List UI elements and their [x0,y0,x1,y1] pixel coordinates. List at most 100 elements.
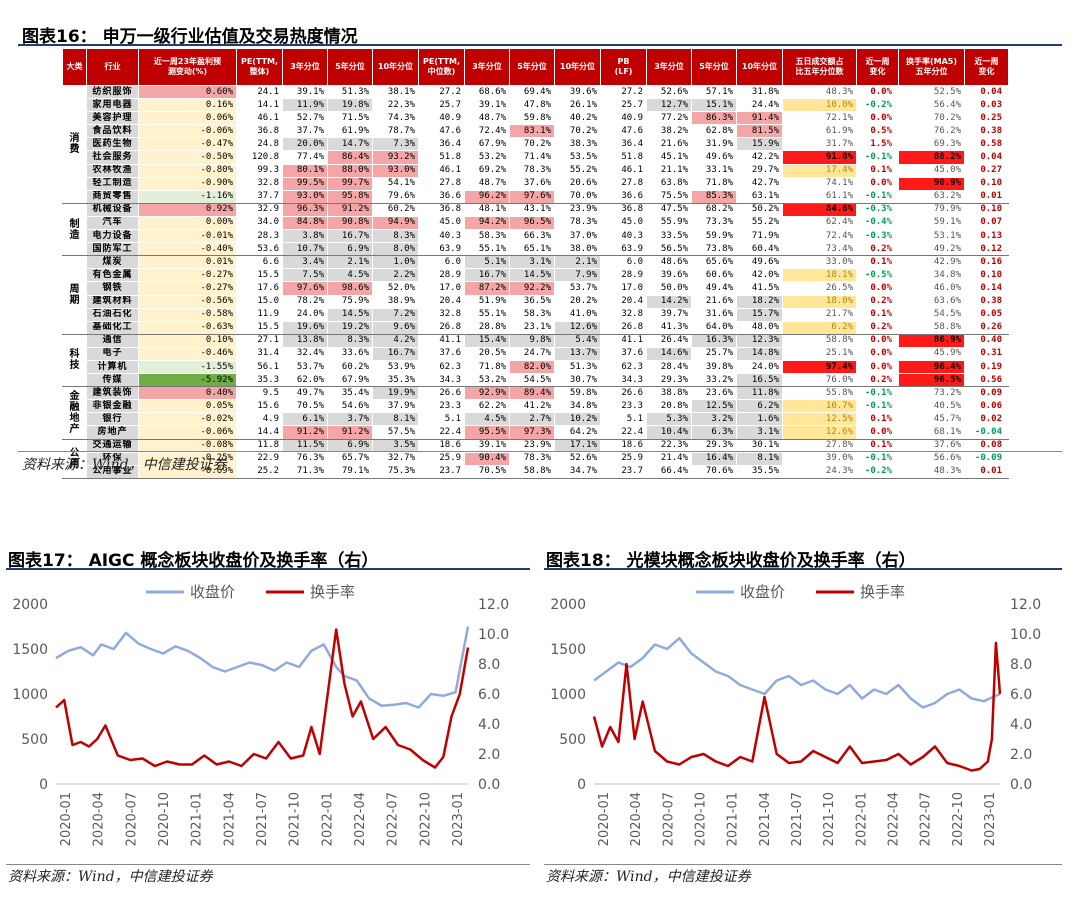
x-tick-label: 2021-01 [726,792,741,846]
value-cell: 37.6 [418,346,465,361]
value-cell: 23.7 [418,464,465,479]
percentile-cell: 60.6% [691,268,737,283]
percentile-cell: 19.8% [327,98,373,113]
value-cell: 26.8 [600,320,647,335]
header-cell: PE(TTM, 整体) [236,48,283,86]
percentile-cell: 81.5% [736,124,783,139]
turnover-rate-cell: 69.3% [898,137,965,152]
industry-cell: 建筑装饰 [86,386,139,401]
x-tick-label: 2020-10 [694,792,709,846]
table-row: 石油石化 -0.58% 11.9 24.0% 14.5% 7.2% 32.8 55.1% 58.… [63,307,1009,322]
percentile-cell: 2.7% [509,412,555,427]
x-tick-label: 2020-04 [92,792,107,846]
fig18-source: 资料来源：Wind，中信建投证券 [546,869,751,885]
turnover-share-cell: 17.4% [782,163,857,178]
value-cell: 62.3 [600,359,647,375]
header-cell: 五日成交额占 比五年分位数 [782,48,857,86]
turnover-rate-cell: 86.9% [898,333,965,348]
percentile-cell: 62.2% [464,399,510,414]
percentile-cell: 4.5% [464,412,510,427]
percentile-cell: 11.9% [282,98,328,113]
header-cell: 近一周23年盈利预 测变动(%) [138,48,237,86]
table-row: 电力设备 -0.01% 28.3 3.8% 16.7% 8.3% 40.3 58.3% 66.3… [63,229,1009,244]
value-cell: 25.2 [236,464,283,479]
percentile-cell: 47.8% [509,98,555,113]
percentile-cell: 41.5% [736,281,783,296]
weekly-change-cell: 0.1% [856,412,899,427]
percentile-cell: 52.6% [646,84,692,100]
percentile-cell: 51.9% [464,294,510,309]
percentile-cell: 75.5% [646,189,692,204]
percentile-cell: 34.8% [554,399,601,414]
percentile-cell: 7.9% [554,268,601,283]
turnover-share-cell: 33.0% [782,255,857,270]
percentile-cell: 68.6% [464,84,510,100]
percentile-cell: 70.5% [464,464,510,479]
percentile-cell: 41.2% [509,399,555,414]
forecast-change-cell: -0.47% [138,137,237,152]
value-cell: 17.0 [418,281,465,296]
forecast-change-cell: -0.46% [138,346,237,361]
category-cell: 金融 地产 [62,386,87,440]
weekly-change-cell: 0.01 [964,464,1009,479]
turnover-rate-cell: 59.1% [898,215,965,231]
percentile-cell: 74.3% [372,111,419,126]
percentile-cell: 56.5% [646,242,692,257]
industry-cell: 银行 [86,412,139,427]
value-cell: 36.6 [600,189,647,204]
weekly-change-cell: 0.10 [964,202,1009,217]
turnover-share-cell: 18.1% [782,268,857,283]
table-row: 基础化工 -0.63% 15.5 19.6% 19.2% 9.6% 26.8 28.8% 23.… [63,320,1009,335]
weekly-change-cell: 0.31 [964,346,1009,361]
percentile-cell: 14.7% [327,137,373,152]
forecast-change-cell: -0.63% [138,320,237,335]
turnover-share-cell: 55.8% [782,386,857,401]
weekly-change-cell: 0.0% [856,333,899,348]
percentile-cell: 14.8% [736,346,783,361]
percentile-cell: 71.9% [736,229,783,244]
percentile-cell: 54.5% [509,373,555,388]
percentile-cell: 25.7% [691,346,737,361]
weekly-change-cell: 0.40 [964,333,1009,348]
percentile-cell: 91.2% [282,425,328,440]
percentile-cell: 70.0% [554,189,601,204]
value-cell: 11.9 [236,307,283,322]
weekly-change-cell: -0.1% [856,189,899,204]
forecast-change-cell: 0.16% [138,98,237,113]
fig17-source: 资料来源：Wind，中信建投证券 [8,869,213,885]
weekly-change-cell: 0.01 [964,189,1009,204]
industry-cell: 电力设备 [86,229,139,244]
percentile-cell: 13.8% [282,333,328,348]
weekly-change-cell: 0.10 [964,268,1009,283]
percentile-cell: 65.7% [327,451,373,466]
weekly-change-cell: 0.2% [856,242,899,257]
turnover-rate-cell: 96.5% [898,373,965,388]
industry-cell: 石油石化 [86,307,139,322]
header-cell: 换手率(MA5) 五年分位 [898,48,965,86]
turnover-rate-cell: 45.9% [898,346,965,361]
table-row: 科技 通信 0.10% 27.1 13.8% 8.3% 4.2% 41.1 15.4% 9.8% 5… [62,333,1009,388]
percentile-cell: 35.5% [736,464,783,479]
percentile-cell: 12.5% [691,399,737,414]
weekly-change-cell: -0.04 [964,425,1009,440]
y-right-tick-label: 4.0 [478,717,500,733]
x-tick-label: 2020-01 [59,792,74,846]
value-cell: 4.9 [236,412,283,427]
value-cell: 27.8 [418,176,465,191]
turnover-rate-cell: 46.0% [898,281,965,296]
value-cell: 17.0 [600,281,647,296]
percentile-cell: 6.9% [327,242,373,257]
percentile-cell: 28.4% [646,359,692,375]
legend-label: 收盘价 [740,583,785,601]
percentile-cell: 55.2% [554,163,601,178]
turnover-rate-cell: 45.7% [898,412,965,427]
table16-title-rule [18,44,1062,46]
turnover-rate-cell: 68.1% [898,425,965,440]
percentile-cell: 78.3% [554,215,601,231]
percentile-cell: 93.0% [372,163,419,178]
value-cell: 15.0 [236,294,283,309]
percentile-cell: 48.7% [464,111,510,126]
percentile-cell: 94.2% [464,215,510,231]
percentile-cell: 23.1% [509,320,555,335]
industry-cell: 农林牧渔 [86,163,139,178]
